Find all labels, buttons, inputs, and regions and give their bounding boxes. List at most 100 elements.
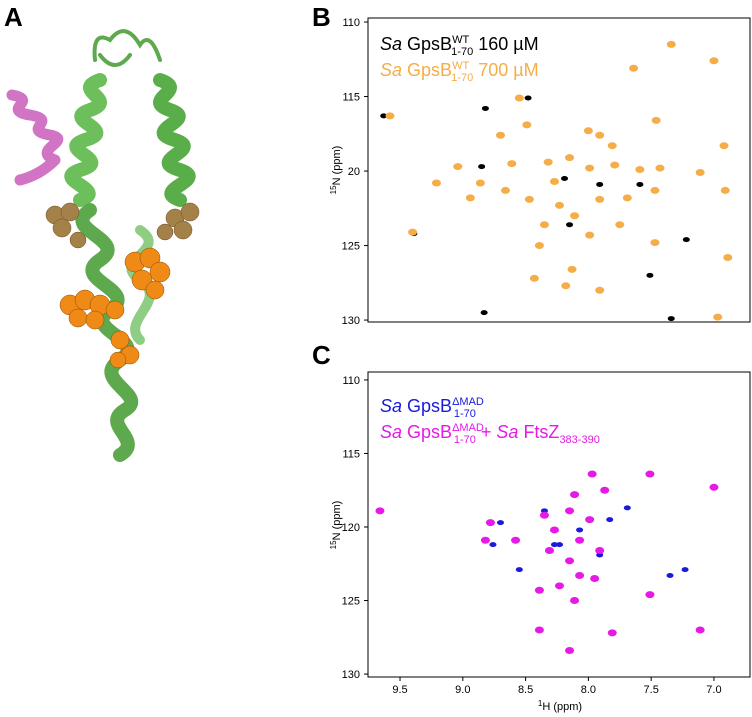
panel-label: B — [312, 2, 331, 32]
peak — [709, 483, 719, 491]
peak — [651, 116, 661, 124]
plot-frame — [367, 17, 751, 323]
peak — [453, 163, 463, 171]
peak — [681, 567, 689, 573]
peak — [555, 582, 565, 590]
residue-spheres — [45, 202, 200, 249]
peak — [431, 179, 441, 187]
y-tick-label: 125 — [342, 241, 360, 253]
peak — [561, 282, 571, 290]
peak — [567, 265, 577, 273]
peak — [595, 131, 605, 139]
peak — [549, 526, 559, 534]
peak — [480, 310, 488, 316]
peak — [606, 517, 614, 523]
peak — [556, 542, 564, 548]
peak — [585, 164, 595, 172]
y-tick-label: 20 — [348, 166, 360, 178]
peak — [524, 195, 534, 203]
peak — [555, 201, 565, 209]
peak — [720, 186, 730, 194]
peak — [595, 195, 605, 203]
peak — [623, 505, 631, 511]
peak — [534, 626, 544, 634]
peak — [534, 586, 544, 594]
peak — [570, 212, 580, 220]
peak — [596, 181, 604, 187]
peak — [585, 516, 595, 524]
peak — [723, 253, 733, 261]
peak — [534, 242, 544, 250]
peak — [539, 221, 549, 229]
peak — [595, 547, 605, 555]
peak — [524, 95, 532, 101]
peak — [576, 527, 584, 533]
peak — [529, 274, 539, 282]
peak — [544, 547, 554, 555]
peak — [709, 57, 719, 65]
peak — [475, 179, 485, 187]
peak — [583, 127, 593, 135]
peak — [514, 94, 524, 102]
peak — [629, 64, 639, 72]
peak — [570, 491, 580, 499]
peak — [566, 222, 574, 228]
y-axis-label: 15N (ppm) — [329, 501, 343, 550]
residue-spheres — [59, 247, 171, 369]
peak — [610, 161, 620, 169]
peak — [595, 286, 605, 294]
peak — [646, 272, 654, 278]
peak — [478, 164, 486, 170]
y-tick-label: 120 — [342, 522, 360, 534]
peak — [600, 486, 610, 494]
peak — [607, 142, 617, 150]
peak — [539, 511, 549, 519]
y-tick-label: 110 — [342, 375, 360, 387]
y-tick-label: 110 — [342, 17, 360, 29]
peak — [408, 228, 418, 236]
peak — [522, 121, 532, 129]
y-tick-label: 115 — [342, 92, 360, 104]
peak — [636, 181, 644, 187]
peak — [501, 186, 511, 194]
peak — [622, 194, 632, 202]
peak — [511, 536, 521, 544]
y-tick-label: 125 — [342, 596, 360, 608]
panel-label: C — [312, 340, 331, 370]
peak — [489, 542, 497, 548]
peak — [480, 536, 490, 544]
peak — [561, 175, 569, 181]
y-axis-label: 15N (ppm) — [329, 146, 343, 195]
peak — [607, 629, 617, 637]
plot-frame — [367, 371, 751, 678]
x-tick-label: 8.5 — [518, 684, 533, 696]
peak — [543, 158, 553, 166]
peak — [719, 142, 729, 150]
peak — [385, 112, 395, 120]
peak — [655, 164, 665, 172]
peak — [565, 154, 575, 162]
peak — [713, 313, 723, 321]
x-axis-label: 1H (ppm) — [538, 699, 582, 713]
peak — [495, 131, 505, 139]
peak — [695, 626, 705, 634]
peak — [645, 470, 655, 478]
peak — [666, 40, 676, 48]
y-tick-label: 130 — [342, 669, 360, 681]
peak — [587, 470, 597, 478]
peak — [650, 186, 660, 194]
peak — [570, 597, 580, 605]
peak — [565, 557, 575, 565]
x-tick-label: 8.0 — [581, 684, 596, 696]
peak — [507, 160, 517, 168]
peak — [682, 237, 690, 243]
x-tick-label: 9.5 — [392, 684, 407, 696]
peak — [590, 574, 600, 582]
peak — [496, 520, 504, 526]
peak — [380, 113, 388, 119]
x-tick-label: 9.0 — [455, 684, 470, 696]
peak — [515, 567, 523, 573]
peak — [615, 221, 625, 229]
peak — [645, 591, 655, 599]
